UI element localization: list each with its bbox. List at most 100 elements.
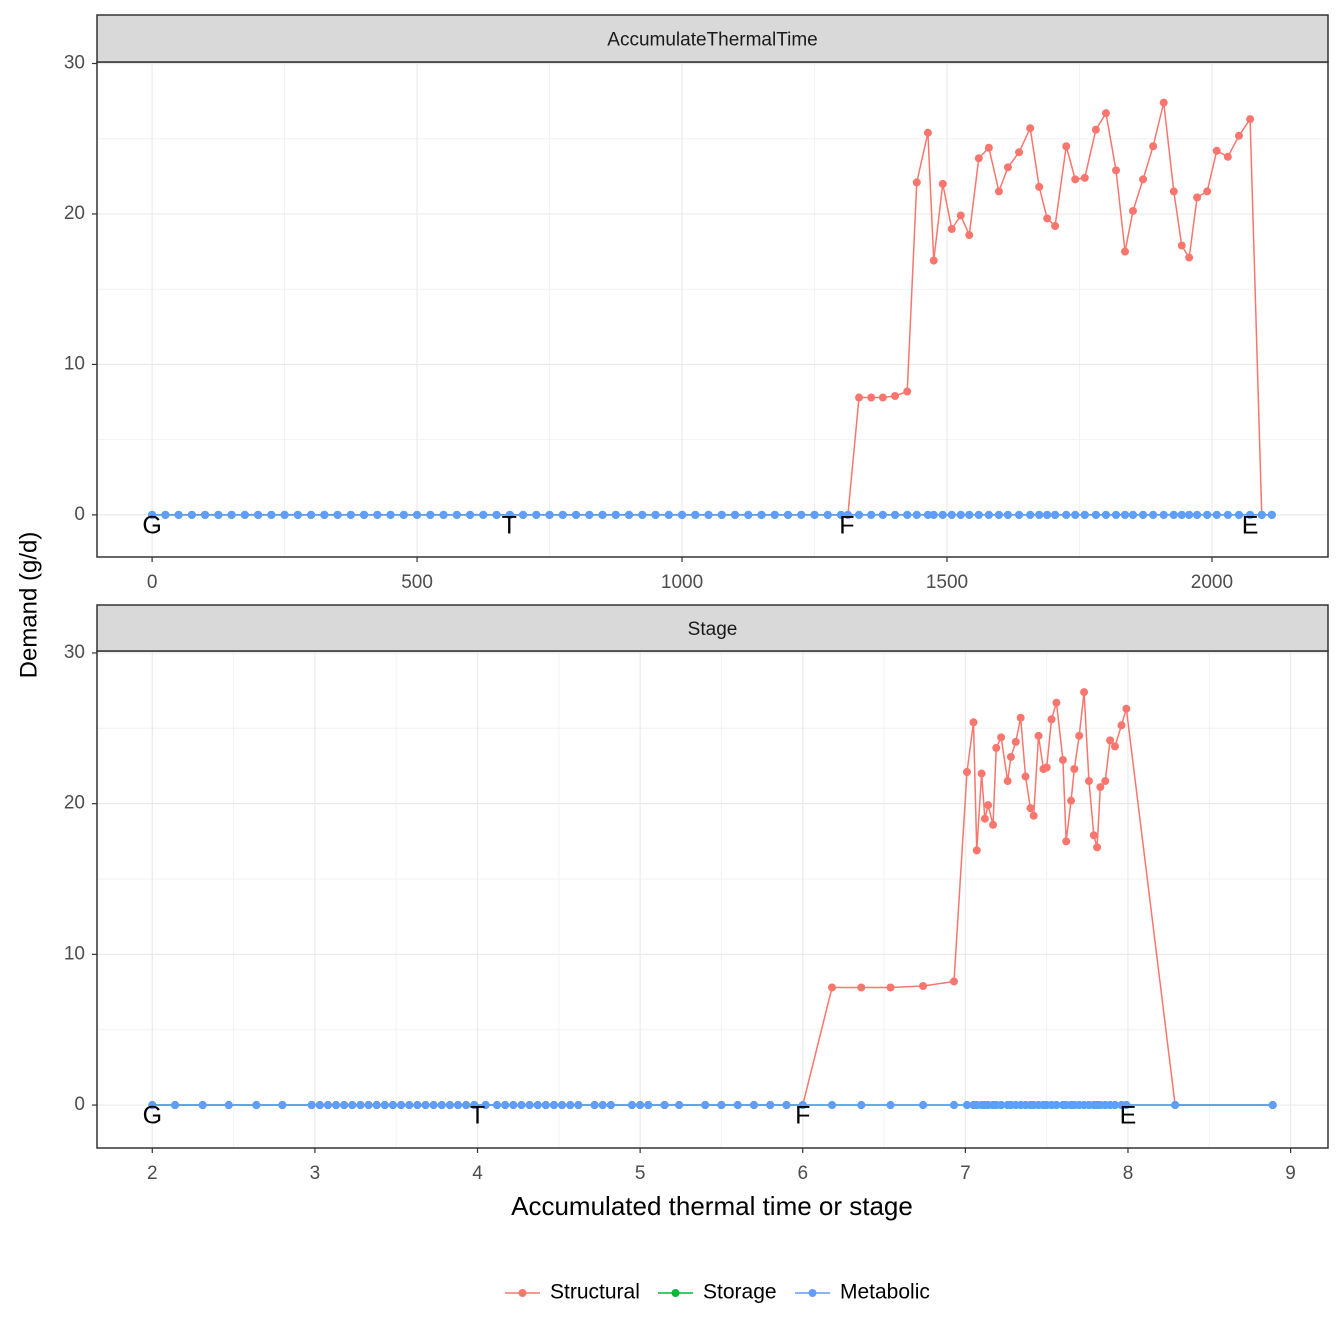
data-point xyxy=(1071,175,1080,184)
data-point xyxy=(1128,206,1137,215)
data-point xyxy=(878,393,887,402)
data-point xyxy=(1193,193,1202,202)
data-point xyxy=(1121,247,1130,256)
data-point xyxy=(397,1101,406,1110)
data-point xyxy=(660,1101,669,1110)
y-axis-label: Demand (g/d) xyxy=(15,532,42,679)
data-point xyxy=(1106,736,1115,745)
data-point xyxy=(828,983,837,992)
data-point xyxy=(980,814,989,823)
data-point xyxy=(1177,241,1186,250)
data-point xyxy=(452,510,461,519)
data-point xyxy=(965,510,974,519)
data-point xyxy=(174,510,183,519)
data-point xyxy=(509,1101,518,1110)
y-tick-label: 10 xyxy=(64,353,85,374)
data-point xyxy=(962,768,971,777)
data-point xyxy=(972,846,981,855)
data-point xyxy=(984,510,993,519)
data-point xyxy=(1003,163,1012,172)
data-point xyxy=(733,1101,742,1110)
data-point xyxy=(545,510,554,519)
x-tick-label: 3 xyxy=(310,1163,321,1184)
data-point xyxy=(278,1101,287,1110)
data-point xyxy=(766,1101,775,1110)
data-point xyxy=(356,1101,365,1110)
data-point xyxy=(782,1101,791,1110)
data-point xyxy=(198,1101,207,1110)
data-point xyxy=(1177,510,1186,519)
data-point xyxy=(1006,752,1015,761)
data-point xyxy=(969,718,978,727)
y-tick-label: 30 xyxy=(64,642,85,663)
data-point xyxy=(1212,146,1221,155)
data-point xyxy=(1021,772,1030,781)
data-point xyxy=(388,1101,397,1110)
data-point xyxy=(1246,510,1255,519)
data-point xyxy=(445,1101,454,1110)
data-point xyxy=(307,1101,316,1110)
x-tick-label: 7 xyxy=(960,1163,971,1184)
data-point xyxy=(962,1101,971,1110)
data-point xyxy=(1035,510,1044,519)
x-tick-label: 0 xyxy=(147,572,158,593)
data-point xyxy=(1070,764,1079,773)
data-point xyxy=(823,510,832,519)
x-tick-label: 4 xyxy=(472,1163,483,1184)
data-point xyxy=(974,510,983,519)
data-point xyxy=(1062,510,1071,519)
data-point xyxy=(938,179,947,188)
strip-title: Stage xyxy=(688,619,738,640)
data-point xyxy=(493,1101,502,1110)
data-point xyxy=(606,1101,615,1110)
data-point xyxy=(1080,173,1089,182)
data-point xyxy=(784,510,793,519)
data-point xyxy=(1080,510,1089,519)
data-point xyxy=(1047,715,1056,724)
annotation: G xyxy=(143,1102,162,1130)
data-point xyxy=(1234,131,1243,140)
data-point xyxy=(386,510,395,519)
data-point xyxy=(572,510,581,519)
data-point xyxy=(340,1101,349,1110)
data-point xyxy=(590,1101,599,1110)
data-point xyxy=(611,510,620,519)
data-point xyxy=(891,510,900,519)
data-point xyxy=(903,387,912,396)
data-point xyxy=(1034,731,1043,740)
data-point xyxy=(1067,796,1076,805)
data-point xyxy=(749,1101,758,1110)
legend-label: Storage xyxy=(703,1281,777,1304)
data-point xyxy=(992,743,1001,752)
data-point xyxy=(1203,187,1212,196)
data-point xyxy=(1139,175,1148,184)
data-point xyxy=(1029,811,1038,820)
data-point xyxy=(517,1101,526,1110)
data-point xyxy=(1096,783,1105,792)
data-point xyxy=(855,393,864,402)
legend-label: Metabolic xyxy=(840,1281,930,1304)
data-point xyxy=(731,510,740,519)
data-point xyxy=(1003,777,1012,786)
data-point xyxy=(240,510,249,519)
data-point xyxy=(252,1101,261,1110)
data-point xyxy=(1121,510,1130,519)
data-point xyxy=(949,977,958,986)
data-point xyxy=(997,1101,1006,1110)
data-point xyxy=(956,510,965,519)
data-point xyxy=(1257,510,1266,519)
data-point xyxy=(984,143,993,152)
data-point xyxy=(878,510,887,519)
x-tick-label: 6 xyxy=(797,1163,808,1184)
data-point xyxy=(380,1101,389,1110)
data-point xyxy=(678,510,687,519)
data-point xyxy=(912,178,921,187)
data-point xyxy=(1112,510,1121,519)
y-tick-label: 0 xyxy=(74,504,85,525)
data-point xyxy=(1062,142,1071,151)
data-point xyxy=(1011,737,1020,746)
data-point xyxy=(1139,510,1148,519)
data-point xyxy=(744,510,753,519)
data-point xyxy=(372,1101,381,1110)
data-point xyxy=(1234,510,1243,519)
